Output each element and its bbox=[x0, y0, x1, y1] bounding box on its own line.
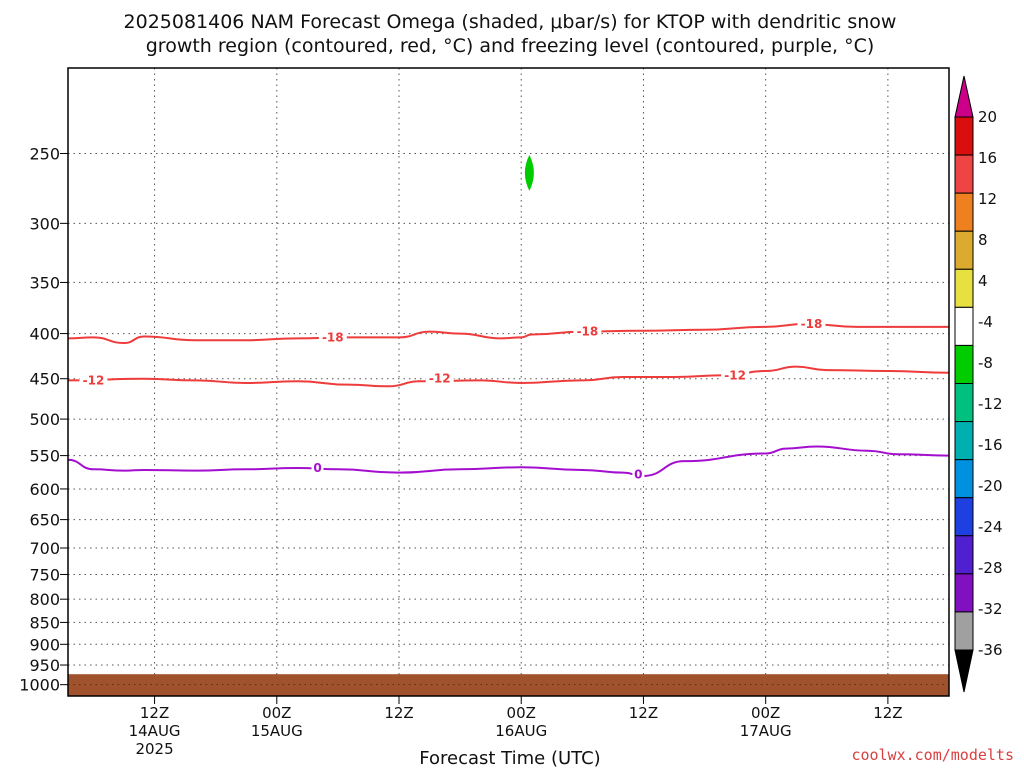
colorbar-label-2: 12 bbox=[978, 190, 997, 208]
colorbar-box-5 bbox=[954, 306, 974, 346]
plot-frame bbox=[67, 67, 950, 697]
x-tick-label-0-2: 2025 bbox=[135, 740, 173, 758]
contour-label-bg-dendritic-12-0 bbox=[79, 372, 108, 388]
contour-label-freezing-level-1: 0 bbox=[634, 468, 642, 482]
x-tick-label-1-0: 00Z bbox=[262, 704, 291, 722]
colorbar-box-4 bbox=[954, 268, 974, 308]
x-tick-label-5-0: 00Z bbox=[751, 704, 780, 722]
omega-shading bbox=[524, 154, 534, 191]
y-tick-label-950: 950 bbox=[29, 656, 60, 675]
colorbar-label-11: -28 bbox=[978, 559, 1003, 577]
y-tick-label-800: 800 bbox=[29, 590, 60, 609]
omega-blob-0 bbox=[524, 154, 534, 191]
chart-title-line-1: 2025081406 NAM Forecast Omega (shaded, μ… bbox=[124, 11, 897, 33]
colorbar-label-10: -24 bbox=[978, 518, 1003, 536]
contour-label-dendritic-12-1: -12 bbox=[429, 372, 451, 386]
colorbar-label-3: 8 bbox=[978, 231, 988, 249]
colorbar-label-7: -12 bbox=[978, 395, 1003, 413]
x-tick-label-0-1: 14AUG bbox=[129, 722, 181, 740]
colorbar-box-3 bbox=[954, 230, 974, 270]
colorbar-label-0: 20 bbox=[978, 108, 997, 126]
contour-label-dendritic-18-2: -18 bbox=[801, 317, 823, 331]
contour-label-dendritic-18-1: -18 bbox=[577, 325, 599, 339]
y-axis-tick-labels: 250 300 350 400 450 500 550 600 650 700 750 800 850 9… bbox=[19, 144, 68, 695]
contour-label-bg-dendritic-12-1 bbox=[425, 370, 454, 386]
chart-title-line-2: growth region (contoured, red, °C) and f… bbox=[146, 35, 875, 57]
x-tick-label-4-0: 12Z bbox=[629, 704, 658, 722]
contour-freezing-level bbox=[67, 445, 950, 477]
y-tick-label-300: 300 bbox=[29, 214, 60, 233]
colorbar-box-9 bbox=[954, 459, 974, 499]
colorbar-box-0 bbox=[954, 116, 974, 156]
x-tick-label-2-0: 12Z bbox=[384, 704, 413, 722]
colorbar-box-2 bbox=[954, 192, 974, 232]
credit-text: coolwx.com/modelts bbox=[851, 746, 1014, 764]
colorbar-box-11 bbox=[954, 535, 974, 575]
contour-label-dendritic-12-2: -12 bbox=[724, 368, 746, 382]
y-tick-label-400: 400 bbox=[29, 325, 60, 344]
y-tick-label-450: 450 bbox=[29, 370, 60, 389]
colorbar-label-1: 16 bbox=[978, 149, 997, 167]
contour-label-dendritic-12-0: -12 bbox=[83, 373, 105, 387]
y-tick-label-600: 600 bbox=[29, 480, 60, 499]
colorbar: 20 16 12 8 4 -4 -8 -12 -16 -20 -24 -28 -32 -36 bbox=[954, 75, 1003, 693]
contour-dendritic-12 bbox=[67, 365, 950, 388]
colorbar-box-13 bbox=[954, 611, 974, 651]
contour-lines: -18 -18 -18 -12 -12 -12 0 0 bbox=[67, 315, 950, 482]
x-tick-label-0-0: 12Z bbox=[140, 704, 169, 722]
y-tick-label-550: 550 bbox=[29, 447, 60, 466]
y-tick-label-750: 750 bbox=[29, 565, 60, 584]
y-tick-label-500: 500 bbox=[29, 410, 60, 429]
x-axis-label: Forecast Time (UTC) bbox=[419, 748, 600, 768]
colorbar-label-8: -16 bbox=[978, 436, 1003, 454]
colorbar-box-10 bbox=[954, 497, 974, 537]
contour-label-bg-dendritic-18-2 bbox=[797, 315, 826, 331]
colorbar-label-6: -8 bbox=[978, 354, 993, 372]
colorbar-label-12: -32 bbox=[978, 600, 1003, 618]
contour-label-bg-dendritic-18-0 bbox=[318, 329, 347, 345]
x-tick-label-6-0: 12Z bbox=[873, 704, 902, 722]
contour-dendritic-18 bbox=[67, 322, 949, 345]
colorbar-label-9: -20 bbox=[978, 477, 1003, 495]
y-tick-label-700: 700 bbox=[29, 539, 60, 558]
x-tick-label-3-0: 00Z bbox=[507, 704, 536, 722]
y-tick-label-900: 900 bbox=[29, 635, 60, 654]
x-tick-label-3-1: 16AUG bbox=[495, 722, 547, 740]
contour-label-bg-dendritic-12-2 bbox=[721, 367, 750, 383]
colorbar-box-1 bbox=[954, 154, 974, 194]
colorbar-label-13: -36 bbox=[978, 641, 1003, 659]
colorbar-label-4: 4 bbox=[978, 272, 988, 290]
colorbar-box-8 bbox=[954, 421, 974, 461]
colorbar-box-7 bbox=[954, 383, 974, 423]
y-tick-label-1000: 1000 bbox=[19, 676, 60, 695]
x-tick-label-5-1: 17AUG bbox=[740, 722, 792, 740]
contour-label-bg-freezing-level-1 bbox=[632, 466, 645, 482]
y-tick-label-350: 350 bbox=[29, 273, 60, 292]
contour-label-bg-dendritic-18-1 bbox=[573, 323, 602, 339]
y-tick-label-250: 250 bbox=[29, 144, 60, 163]
x-tick-label-1-1: 15AUG bbox=[251, 722, 303, 740]
contour-label-dendritic-18-0: -18 bbox=[322, 330, 344, 344]
colorbar-box-12 bbox=[954, 573, 974, 613]
colorbar-box-6 bbox=[954, 344, 974, 384]
ground-fill bbox=[68, 674, 949, 696]
y-tick-label-650: 650 bbox=[29, 511, 60, 530]
contour-label-freezing-level-0: 0 bbox=[313, 461, 321, 475]
colorbar-under-arrow bbox=[954, 649, 974, 693]
colorbar-over-arrow bbox=[954, 75, 974, 118]
y-tick-label-850: 850 bbox=[29, 613, 60, 632]
colorbar-label-5: -4 bbox=[978, 313, 993, 331]
contour-label-bg-freezing-level-0 bbox=[311, 459, 324, 475]
